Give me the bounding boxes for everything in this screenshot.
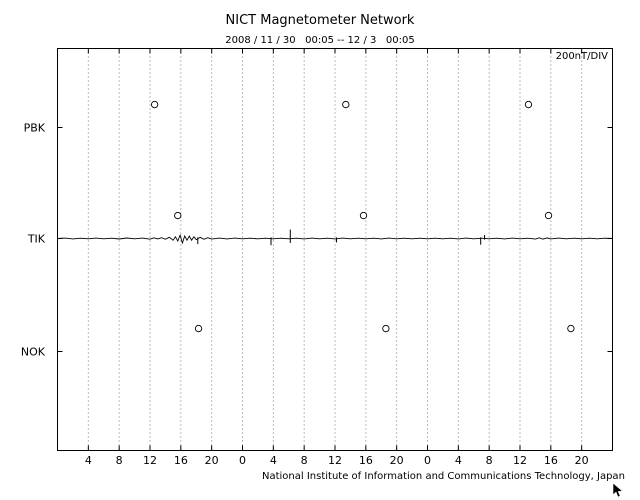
marker-circle-pbk — [150, 100, 159, 109]
x-tick-label: 8 — [486, 454, 493, 467]
date-range-subtitle: 2008 / 11 / 30 00:05 -- 12 / 3 00:05 — [225, 35, 415, 46]
mouse-cursor-icon — [612, 482, 628, 499]
marker-circle-pbk — [524, 100, 533, 109]
scale-label: 200nT/DIV — [555, 51, 608, 62]
x-tick-label: 12 — [513, 454, 527, 467]
x-tick-label: 4 — [85, 454, 92, 467]
x-tick-label: 20 — [575, 454, 589, 467]
marker-circle-nok — [567, 324, 575, 333]
x-tick-label: 4 — [270, 454, 277, 467]
marker-circle-nok — [194, 324, 203, 333]
x-tick-label: 0 — [424, 454, 431, 467]
x-tick-label: 20 — [205, 454, 219, 467]
x-tick-label: 16 — [174, 454, 188, 467]
station-label-tik: TIK — [27, 233, 46, 246]
x-tick-label: 12 — [328, 454, 342, 467]
x-tick-label: 12 — [143, 454, 157, 467]
marker-circle-tik — [544, 211, 553, 220]
x-tick-label: 4 — [455, 454, 462, 467]
x-tick-label: 20 — [390, 454, 404, 467]
station-label-pbk: PBK — [24, 122, 46, 135]
plot-border — [57, 48, 613, 451]
x-tick-label: 8 — [301, 454, 308, 467]
footer-text: National Institute of Information and Co… — [262, 471, 625, 482]
marker-circle-tik — [174, 211, 182, 220]
x-tick-label: 0 — [239, 454, 246, 467]
x-tick-label: 16 — [359, 454, 373, 467]
marker-circle-tik — [359, 211, 368, 220]
page-title: NICT Magnetometer Network — [225, 13, 415, 28]
trace-tik — [57, 233, 613, 245]
marker-circle-nok — [382, 324, 390, 333]
x-tick-label: 16 — [544, 454, 558, 467]
marker-circle-pbk — [342, 100, 350, 109]
station-label-nok: NOK — [21, 346, 46, 359]
x-tick-label: 8 — [116, 454, 123, 467]
